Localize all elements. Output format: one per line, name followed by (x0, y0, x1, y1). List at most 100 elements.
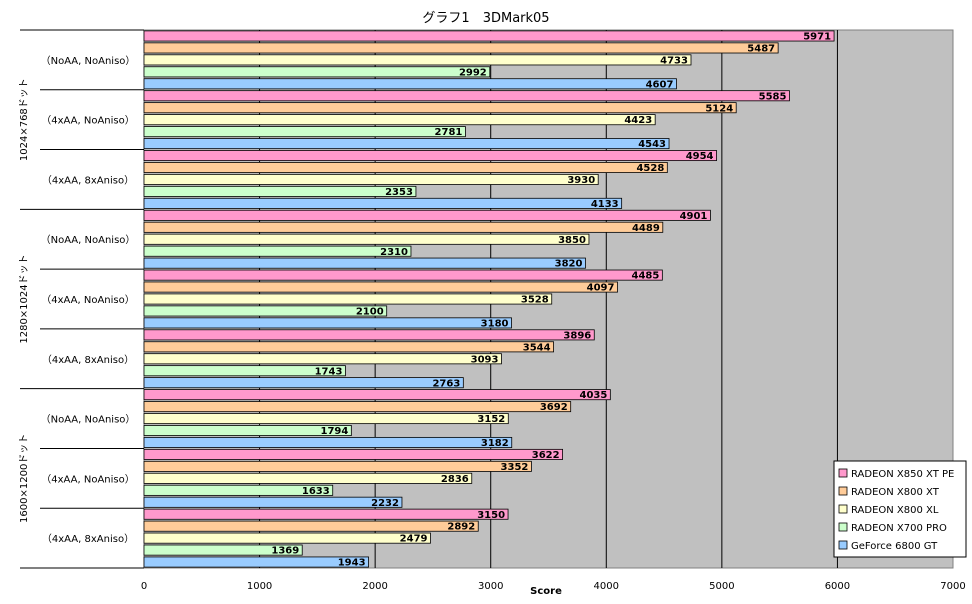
bar (143, 90, 790, 102)
bar (143, 42, 779, 54)
data-label: 2310 (380, 247, 408, 258)
data-label: 2479 (400, 534, 428, 545)
data-label: 4035 (579, 390, 607, 401)
bar (143, 185, 417, 197)
category-label: （4xAA, 8xAniso） (42, 354, 134, 366)
bar (143, 472, 473, 484)
bar (143, 197, 623, 209)
data-label: 4528 (636, 163, 664, 174)
category-label: （4xAA, NoAniso） (41, 115, 134, 127)
bar (143, 401, 572, 413)
data-label: 4607 (646, 79, 674, 90)
bar (143, 66, 491, 78)
data-label: 2992 (459, 67, 487, 78)
data-label: 1794 (320, 426, 348, 437)
data-label: 3544 (523, 342, 551, 353)
bar (143, 520, 479, 532)
data-label: 4097 (587, 283, 615, 294)
legend-swatch (838, 522, 848, 532)
bar (143, 508, 509, 520)
x-tick-label: 4000 (594, 581, 619, 592)
bar (143, 102, 737, 114)
bar (143, 162, 668, 173)
data-label: 3180 (481, 318, 509, 329)
data-label: 2892 (447, 522, 475, 533)
data-label: 2353 (385, 187, 413, 198)
data-label: 4485 (631, 271, 659, 282)
data-label: 3093 (471, 354, 499, 365)
data-label: 4423 (624, 115, 652, 126)
data-label: 1369 (271, 546, 299, 557)
group-label: 1280×1024ドット (19, 254, 30, 343)
category-label: （4xAA, 8xAniso） (42, 174, 134, 186)
x-tick-label: 1000 (247, 581, 272, 592)
bar (143, 245, 412, 257)
bar (143, 221, 664, 233)
bar (143, 317, 512, 329)
data-label: 3352 (501, 462, 529, 473)
data-label: 5971 (803, 32, 831, 43)
bar (143, 341, 554, 353)
bar (143, 556, 369, 568)
data-label: 2100 (356, 307, 384, 318)
category-label: （4xAA, NoAniso） (41, 294, 134, 306)
bar (143, 78, 677, 90)
group-label: 1600×1200ドット (19, 434, 30, 523)
chart-title: グラフ1 3DMark05 (422, 11, 549, 26)
bar (143, 293, 553, 305)
data-label: 1743 (315, 366, 343, 377)
bars-layer: 5971 5487 4733 2992 4607 5585 5124 4423 2781 4543… (143, 30, 835, 569)
data-label: 3182 (481, 438, 509, 449)
bar (143, 544, 303, 556)
bar (143, 30, 835, 42)
bar (143, 496, 403, 508)
data-label: 3692 (540, 402, 568, 413)
legend: RADEON X850 XT PE RADEON X800 XT RADEON X8… (833, 460, 967, 558)
data-label: 3930 (567, 175, 595, 186)
bar (143, 54, 692, 66)
bar (143, 209, 711, 221)
data-label: 5487 (747, 44, 775, 55)
data-label: 5585 (759, 91, 787, 102)
bar (143, 150, 717, 162)
bar (143, 413, 509, 425)
bar (143, 173, 599, 185)
x-tick-label: 3000 (478, 581, 503, 592)
bar (143, 425, 352, 436)
bar (143, 269, 663, 281)
bar (143, 484, 334, 496)
data-label: 4954 (686, 151, 714, 162)
x-tick-label: 6000 (825, 581, 850, 592)
bar (143, 138, 670, 150)
legend-swatch (838, 504, 848, 514)
legend-box (833, 460, 967, 558)
bar (143, 257, 586, 269)
x-tick-label: 2000 (362, 581, 387, 592)
data-label: 4133 (591, 199, 619, 210)
category-label: （4xAA, NoAniso） (41, 473, 134, 485)
bar (143, 365, 346, 377)
bar (143, 460, 532, 472)
category-label: （NoAA, NoAniso） (41, 234, 136, 246)
data-label: 3622 (532, 450, 560, 461)
bar (143, 114, 656, 126)
legend-item: GeForce 6800 GT (851, 541, 938, 552)
legend-swatch (838, 540, 848, 550)
data-label: 3820 (555, 259, 583, 270)
data-label: 2836 (441, 474, 469, 485)
data-label: 5124 (705, 103, 733, 114)
bar (143, 329, 595, 341)
data-label: 4489 (632, 223, 660, 234)
x-axis-label: Score (530, 586, 562, 597)
category-label: （NoAA, NoAniso） (41, 414, 136, 426)
data-label: 3150 (477, 510, 505, 521)
bar (143, 353, 502, 365)
data-label: 3850 (558, 235, 586, 246)
legend-swatch (838, 468, 848, 478)
bar (143, 532, 431, 544)
group-label: 1024×768ドット (19, 78, 30, 161)
bar (143, 281, 618, 293)
data-label: 1633 (302, 486, 330, 497)
value-axis: 0 1000 2000 3000 4000 5000 6000 7000 (141, 581, 966, 592)
data-label: 3528 (521, 295, 549, 306)
